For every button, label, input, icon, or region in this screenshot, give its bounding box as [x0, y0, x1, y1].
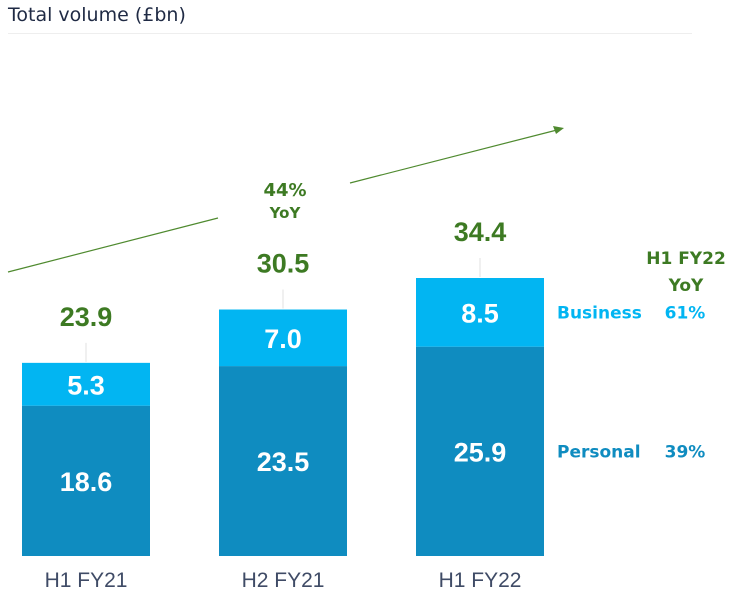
bar-segment-personal-3 — [416, 346, 544, 556]
value-label-business-2: 7.0 — [264, 324, 302, 354]
growth-arrowhead — [553, 126, 564, 134]
title-divider — [8, 33, 692, 34]
legend-name-personal: Personal — [557, 442, 641, 462]
legend-name-business: Business — [557, 303, 642, 323]
overall-growth-value: 44% — [263, 180, 306, 201]
bar-segment-business-3 — [416, 278, 544, 347]
legend-header-yoy: YoY — [668, 276, 704, 296]
total-label-1: 23.9 — [60, 302, 113, 332]
value-label-personal-3: 25.9 — [454, 437, 507, 467]
bar-segment-personal-2 — [219, 366, 347, 556]
legend-growth-personal: 39% — [665, 442, 706, 462]
x-tick-label-1: H1 FY21 — [45, 569, 128, 592]
value-label-business-1: 5.3 — [67, 370, 105, 400]
x-tick-label-2: H2 FY21 — [242, 569, 325, 592]
legend-header-period: H1 FY22 — [646, 249, 726, 269]
value-label-personal-2: 23.5 — [257, 447, 310, 477]
overall-growth-label: YoY — [269, 204, 302, 222]
total-label-3: 34.4 — [454, 217, 507, 247]
legend-growth-business: 61% — [665, 303, 706, 323]
bar-segment-personal-1 — [22, 405, 150, 556]
bar-segment-business-1 — [22, 362, 150, 406]
value-label-personal-1: 18.6 — [60, 467, 113, 497]
bar-segment-business-2 — [219, 309, 347, 367]
chart-title: Total volume (£bn) — [8, 4, 186, 26]
total-label-2: 30.5 — [257, 249, 310, 279]
growth-arrow-right — [349, 129, 558, 184]
value-label-business-3: 8.5 — [461, 298, 499, 328]
x-tick-label-3: H1 FY22 — [439, 569, 522, 592]
growth-arrow-left — [7, 217, 219, 273]
